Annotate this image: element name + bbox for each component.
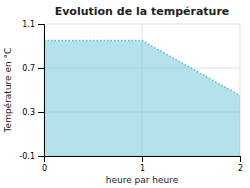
area [44,41,240,157]
x-tick-mark [240,156,241,162]
y-tick-mark [38,68,44,69]
y-tick: 1.1 [22,20,44,29]
x-tick: 1 [140,156,145,173]
x-tick-label: 0 [42,164,47,173]
x-tick: 0 [42,156,47,173]
y-tick-label: 1.1 [22,20,35,29]
x-tick-mark [142,156,143,162]
grid-line-y [44,24,240,25]
y-axis: -0.1 0.3 0.7 1.1 [19,20,44,161]
x-axis-title: heure par heure [106,175,179,185]
plot: 0 1 2 -0.1 0.3 0.7 1.1 [19,20,243,173]
x-axis-line [45,157,241,163]
grid [44,24,240,156]
chart: 0 1 2 -0.1 0.3 0.7 1.1 Evolution de la températ… [0,0,250,188]
y-tick-label: -0.1 [19,152,35,161]
y-tick-mark [38,112,44,113]
y-tick-label: 0.3 [22,108,35,117]
y-axis-title: Température en °C [3,48,13,134]
y-tick: -0.1 [19,152,44,161]
x-tick: 2 [238,156,243,173]
y-tick-label: 0.7 [22,64,35,73]
y-tick-mark [38,24,44,25]
y-tick-mark [38,156,44,157]
x-axis: 0 1 2 [42,156,243,173]
line [44,41,240,96]
x-tick-label: 2 [238,164,243,173]
y-axis-line [38,25,45,157]
title: Evolution de la température [55,5,230,18]
x-tick-label: 1 [140,164,145,173]
y-tick: 0.7 [22,64,44,73]
marks [44,41,240,157]
y-tick: 0.3 [22,108,44,117]
